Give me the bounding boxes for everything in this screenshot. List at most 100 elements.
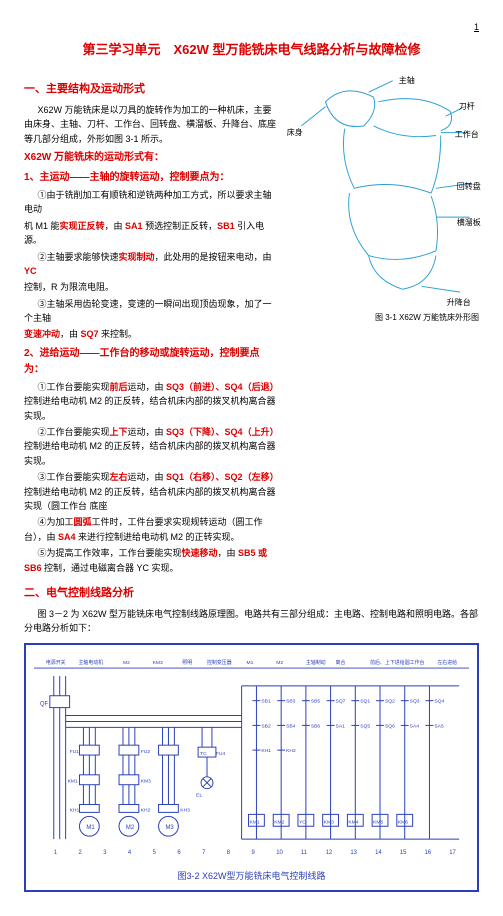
t: SB1 xyxy=(217,221,235,231)
label-daogui: 刀杆 xyxy=(459,101,475,114)
t: 圆弧 xyxy=(74,517,92,527)
svg-text:KM2: KM2 xyxy=(274,820,284,826)
t: ，由 xyxy=(218,548,239,558)
t: ④为加工 xyxy=(38,517,74,527)
svg-text:15: 15 xyxy=(400,850,407,856)
t: ①工作台要能实现 xyxy=(38,382,110,392)
svg-text:4: 4 xyxy=(128,850,132,856)
svg-text:2: 2 xyxy=(78,850,81,856)
svg-text:M2: M2 xyxy=(276,660,283,666)
svg-text:9: 9 xyxy=(252,850,256,856)
label-shengjiantai: 升降台 xyxy=(447,297,471,310)
t: ③工作台要能实现 xyxy=(38,472,110,482)
sketch-caption: 图 3-1 X62W 万能铣床外形图 xyxy=(375,312,479,325)
t: 控制进给电动机 M2 的正反转，结合机床内部的拨叉机构离合器实现。 xyxy=(24,441,276,465)
t: SQ1（右移）、SQ2（左移） xyxy=(166,472,279,482)
svg-text:SB2: SB2 xyxy=(261,724,271,730)
section1-heading: 一、主要结构及运动形式 xyxy=(24,81,279,99)
t: ③主轴采用齿轮变速，变速的一瞬间出现顶齿现象，加了一个主轴 xyxy=(24,299,272,323)
svg-text:KM3: KM3 xyxy=(153,660,163,666)
svg-text:照明: 照明 xyxy=(182,660,192,666)
section2-heading: 二、电气控制线路分析 xyxy=(24,585,479,603)
svg-text:16: 16 xyxy=(425,850,432,856)
t: 来控制。 xyxy=(99,329,138,339)
svg-text:KM6: KM6 xyxy=(398,820,408,826)
t: ，此处用的是按钮来电动，由 xyxy=(155,252,272,262)
svg-text:SB3: SB3 xyxy=(286,699,296,705)
text-column: 一、主要结构及运动形式 X62W 万能铣床是以刀具的旋转作为加工的一种机床，主要… xyxy=(24,73,279,577)
t: ，由 xyxy=(105,221,126,231)
svg-text:KH1: KH1 xyxy=(261,748,271,754)
svg-text:M3: M3 xyxy=(165,826,174,832)
t: 运动，由 xyxy=(128,472,167,482)
t: ⑤为提高工作效率，工作台要能实现 xyxy=(38,548,182,558)
svg-text:KM5: KM5 xyxy=(373,820,383,826)
item1-p1b: 机 M1 能实现正反转，由 SA1 预选控制正反转，SB1 引入电源。 xyxy=(24,219,279,248)
svg-text:SQ3: SQ3 xyxy=(410,699,420,705)
t: 左右 xyxy=(110,472,128,482)
item1-p2: ②主轴要求能够快速实现制动，此处用的是按钮来电动，由 YC xyxy=(24,250,279,279)
svg-text:TC: TC xyxy=(200,751,207,757)
page-number: 1 xyxy=(24,20,479,34)
t: SA4 xyxy=(58,532,76,542)
item1-p3: ③主轴采用齿轮变速，变速的一瞬间出现顶齿现象，加了一个主轴 xyxy=(24,297,279,326)
svg-text:电源开关: 电源开关 xyxy=(46,659,66,666)
item1-p1: ①由于铣削加工有顺铣和逆铣两种加工方式，所以要求主轴电动 xyxy=(24,188,279,217)
svg-text:6: 6 xyxy=(177,850,181,856)
svg-text:8: 8 xyxy=(227,850,231,856)
svg-text:M2: M2 xyxy=(126,826,134,832)
item1-p2b: 控制，R 为限流电阻。 xyxy=(24,280,279,294)
t: SQ7 xyxy=(81,329,99,339)
svg-text:左右进给: 左右进给 xyxy=(437,659,457,666)
svg-text:SQ4: SQ4 xyxy=(434,699,444,705)
section1-intro: X62W 万能铣床是以刀具的旋转作为加工的一种机床，主要由床身、主轴、刀杆、工作… xyxy=(24,103,279,146)
svg-text:SB6: SB6 xyxy=(311,724,321,730)
svg-text:SB1: SB1 xyxy=(261,699,271,705)
svg-text:3: 3 xyxy=(103,850,107,856)
svg-text:KH2: KH2 xyxy=(141,808,151,814)
t: 来进行控制进给电动机 M2 的正转实现。 xyxy=(76,532,240,542)
section1-subheading: X62W 万能铣床的运动形式有： xyxy=(24,150,279,166)
t: SQ3（前进）、SQ4（后退） xyxy=(166,382,279,392)
svg-text:11: 11 xyxy=(301,850,307,856)
svg-text:KM4: KM4 xyxy=(348,820,358,826)
two-column-layout: 一、主要结构及运动形式 X62W 万能铣床是以刀具的旋转作为加工的一种机床，主要… xyxy=(24,73,479,577)
svg-text:主轴电动机: 主轴电动机 xyxy=(78,659,103,666)
svg-text:SA1: SA1 xyxy=(336,724,346,730)
label-gongzuotai: 工作台 xyxy=(455,129,479,142)
t: 快速移动 xyxy=(182,548,218,558)
t: SA1 xyxy=(125,221,143,231)
main-title: 第三学习单元 X62W 型万能铣床电气线路分析与故障检修 xyxy=(24,40,479,61)
svg-text:5: 5 xyxy=(153,850,157,856)
label-zhuzhou: 主轴 xyxy=(399,75,415,88)
item2-p2: ②工作台要能实现上下运动，由 SQ3（下降）、SQ4（上升）控制进给电动机 M2… xyxy=(24,425,279,468)
svg-text:KH2: KH2 xyxy=(286,748,296,754)
circuit-caption: 图3-2 X62W型万能铣床电气控制线路 xyxy=(34,869,469,883)
svg-text:KM1: KM1 xyxy=(68,779,78,785)
svg-text:13: 13 xyxy=(350,850,357,856)
svg-text:主轴制动: 主轴制动 xyxy=(306,659,326,666)
svg-text:SQ1: SQ1 xyxy=(360,699,370,705)
machine-sketch xyxy=(287,73,479,313)
t: 上下 xyxy=(110,427,128,437)
svg-text:KH3: KH3 xyxy=(180,808,190,814)
t: 运动，由 xyxy=(128,382,167,392)
svg-text:SQ5: SQ5 xyxy=(360,724,370,730)
item2-p4: ④为加工圆弧工件时，工件台要求实现规转运动（圆工作台），由 SA4 来进行控制进… xyxy=(24,515,279,544)
section2-intro: 图 3－2 为 X62W 型万能铣床电气控制线路原理图。电路共有三部分组成：主电… xyxy=(24,607,479,636)
t: YC xyxy=(24,266,37,276)
svg-text:KM3: KM3 xyxy=(324,820,334,826)
svg-text:1: 1 xyxy=(54,850,57,856)
svg-text:M1: M1 xyxy=(86,826,94,832)
svg-text:FU4: FU4 xyxy=(216,751,226,757)
t: 机 M1 能 xyxy=(24,221,60,231)
svg-text:YC: YC xyxy=(299,820,306,826)
svg-text:FU2: FU2 xyxy=(141,749,151,755)
svg-text:FU1: FU1 xyxy=(70,749,80,755)
svg-text:控制变压器: 控制变压器 xyxy=(207,659,232,666)
label-hengliuban: 横溜板 xyxy=(457,217,481,230)
item1-p3b: 变速冲动，由 SQ7 来控制。 xyxy=(24,327,279,341)
svg-text:KH1: KH1 xyxy=(70,808,80,814)
svg-text:SQ6: SQ6 xyxy=(385,724,395,730)
t: 前后 xyxy=(110,382,128,392)
